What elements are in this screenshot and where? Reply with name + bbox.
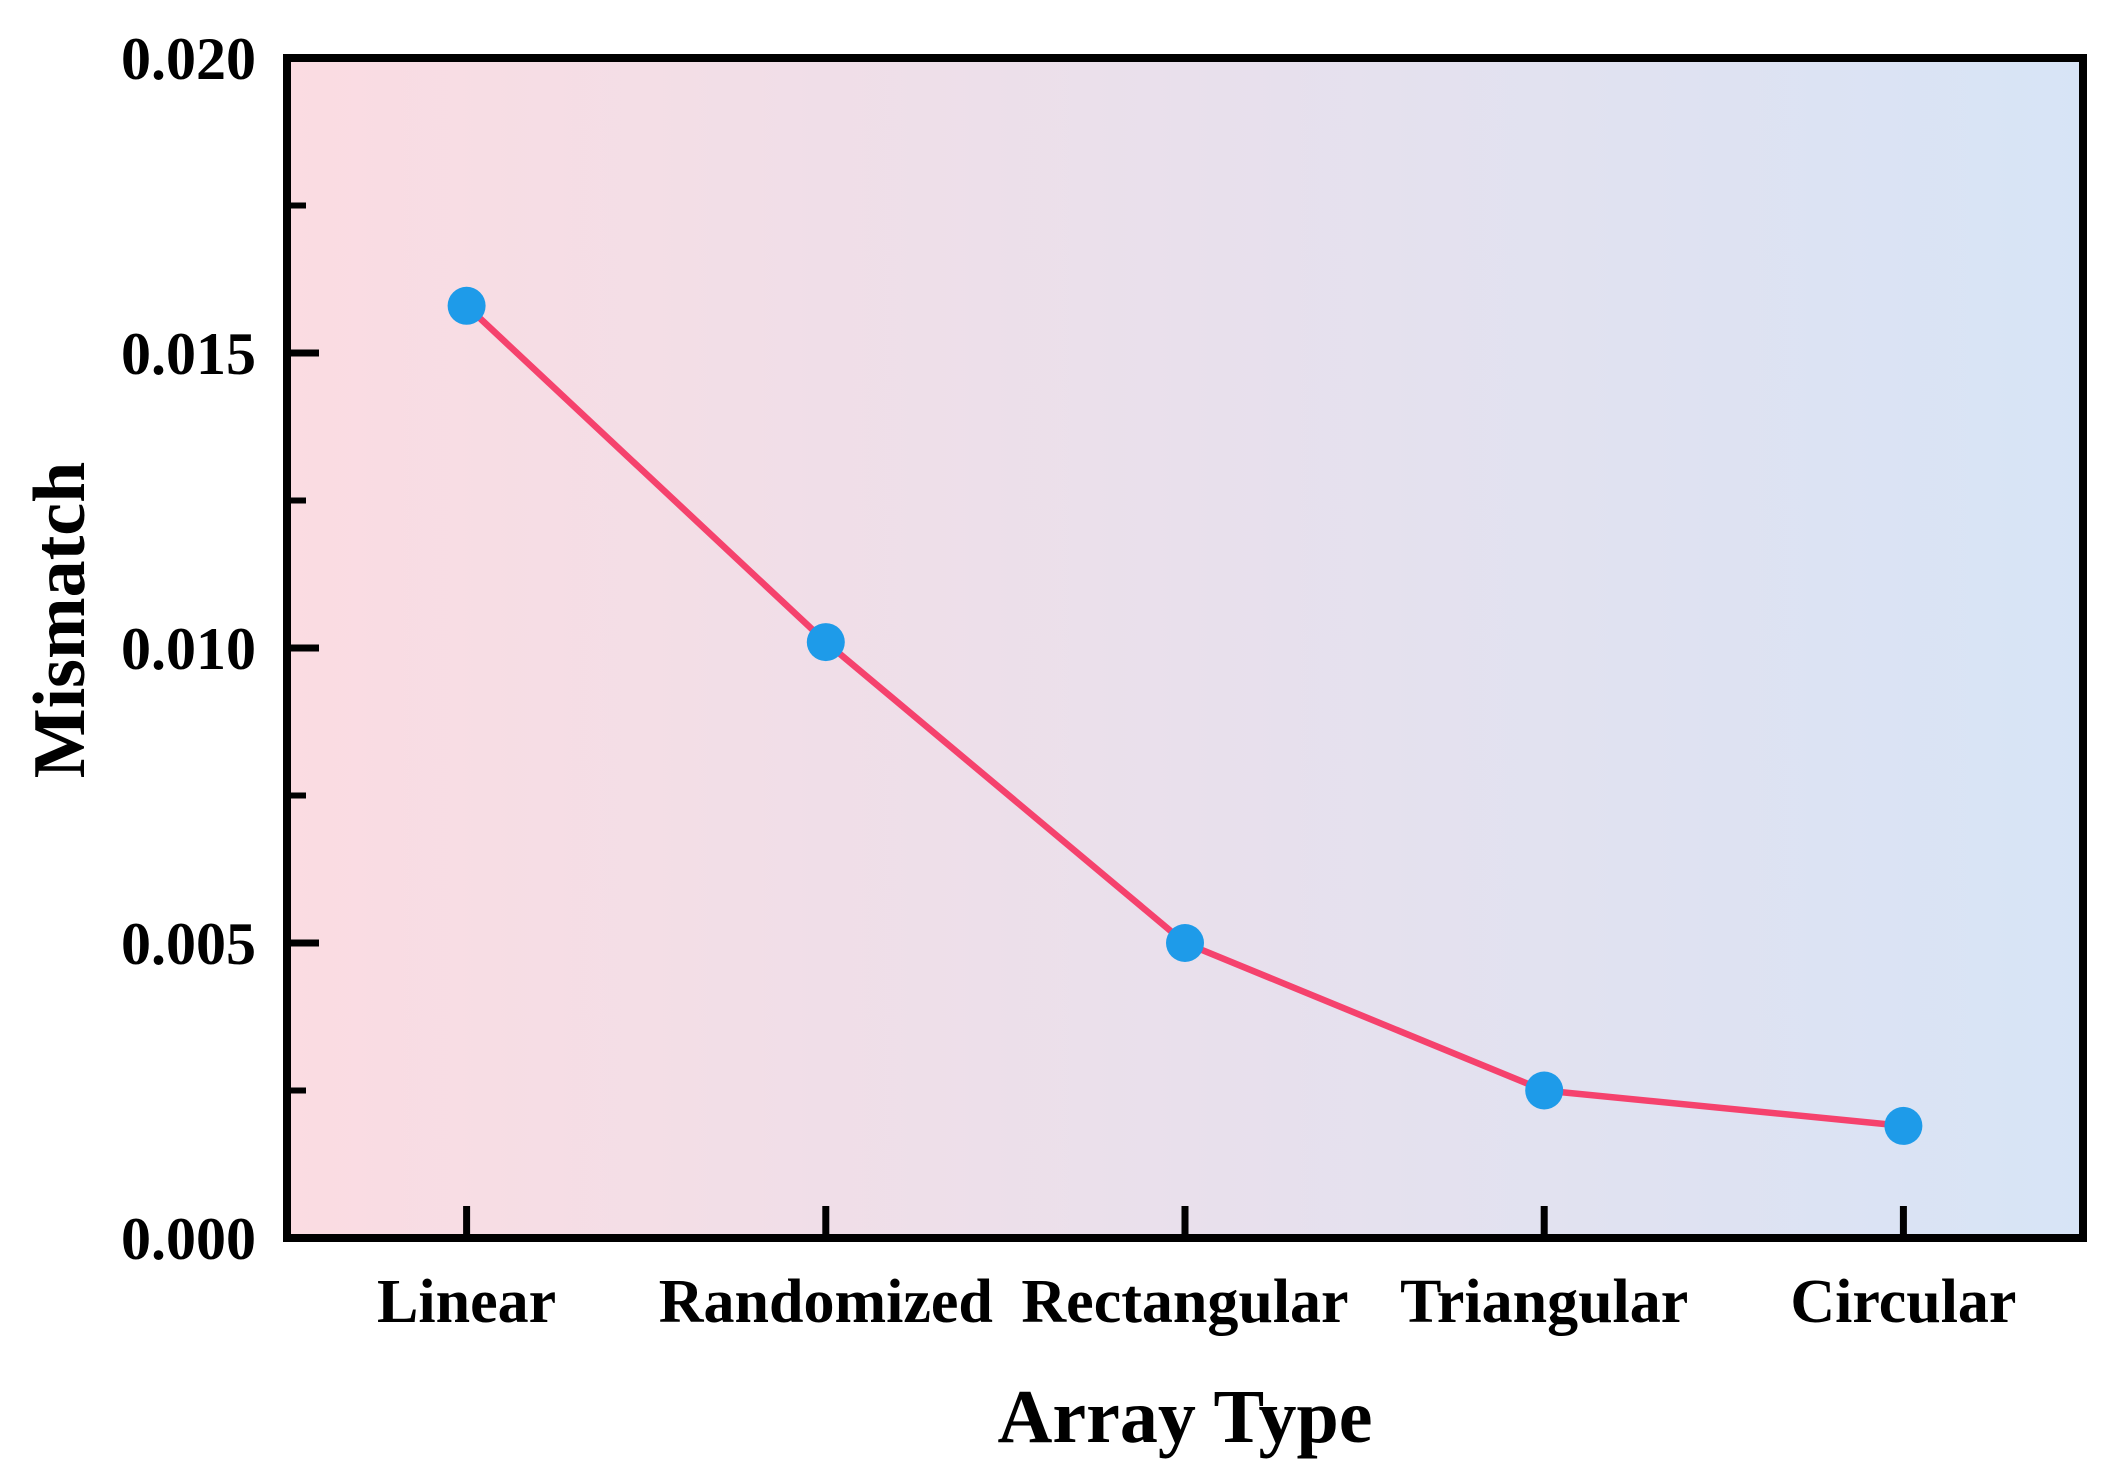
y-tick-label: 0.020 — [121, 26, 256, 92]
y-tick-label: 0.010 — [121, 616, 256, 682]
x-axis-title: Array Type — [997, 1375, 1372, 1459]
data-point-marker — [447, 286, 486, 325]
y-tick-label: 0.015 — [121, 321, 256, 387]
x-category-label: Rectangular — [1021, 1268, 1348, 1336]
data-point-marker — [806, 623, 845, 662]
y-tick-label: 0.005 — [121, 911, 256, 977]
data-point-marker — [1884, 1106, 1923, 1145]
x-category-label: Randomized — [659, 1268, 993, 1336]
data-markers — [447, 286, 1923, 1145]
x-axis-ticks — [463, 1206, 1907, 1238]
y-axis-major-ticks — [287, 349, 319, 947]
y-axis-title: Mismatch — [19, 462, 101, 779]
y-tick-label: 0.000 — [121, 1206, 256, 1272]
x-axis-category-labels: Linear Randomized Rectangular Triangular Cir… — [377, 1268, 2016, 1336]
x-category-label: Linear — [377, 1268, 556, 1336]
x-category-label: Triangular — [1400, 1268, 1688, 1336]
data-point-marker — [1166, 924, 1204, 962]
data-point-marker — [1525, 1071, 1564, 1110]
y-axis-minor-ticks — [287, 202, 306, 1094]
plot-area — [283, 54, 2087, 1242]
x-category-label: Circular — [1790, 1268, 2016, 1336]
y-axis-tick-labels: 0.000 0.005 0.010 0.015 0.020 — [121, 26, 256, 1272]
